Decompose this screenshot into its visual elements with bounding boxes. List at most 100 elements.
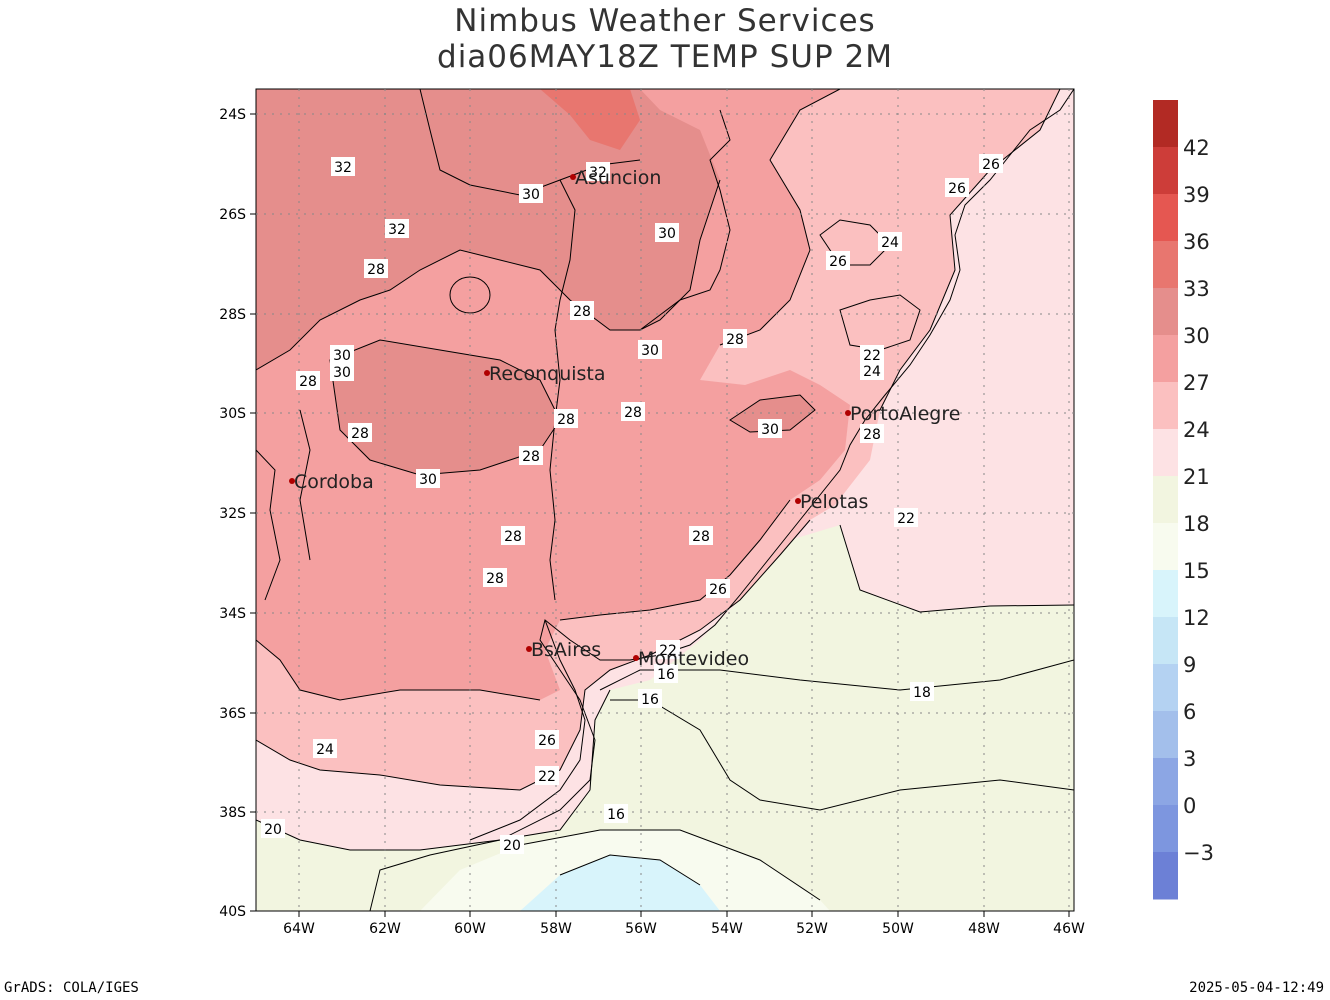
- colorbar-swatch: [1153, 241, 1178, 289]
- contour-value-label: 28: [557, 412, 575, 428]
- colorbar-swatch: [1153, 476, 1178, 524]
- contour-value-label: 26: [538, 733, 556, 749]
- lat-tick-label: 30S: [219, 406, 246, 422]
- longitude-axis: 64W 62W 60W 58W 56W 54W 52W 50W 48W 46W: [283, 911, 1085, 937]
- contour-label-bg: [416, 469, 440, 488]
- contour-value-label: 28: [863, 427, 881, 443]
- colorbar-swatch: [1153, 758, 1178, 806]
- contour-label-bg: [570, 301, 594, 320]
- colorbar-label: 18: [1183, 512, 1210, 536]
- lon-tick-label: 64W: [283, 921, 315, 937]
- contour-value-label: 28: [726, 332, 744, 348]
- contour-value-label: 28: [367, 262, 385, 278]
- contour-value-label: 28: [351, 426, 369, 442]
- contour-value-label: 22: [659, 643, 677, 659]
- colorbar-swatch: [1153, 194, 1178, 242]
- contour-label-bg: [604, 804, 628, 823]
- contour-value-label: 20: [503, 838, 521, 854]
- contour-label-bg: [979, 154, 1003, 173]
- colorbar-swatch: [1153, 852, 1178, 900]
- contour-label-bg: [330, 362, 354, 381]
- city-layer: Asuncion Reconquista PortoAlegre Cordoba Pel…: [289, 167, 960, 670]
- colorbar-swatch: [1153, 429, 1178, 477]
- colorbar-label: 27: [1183, 371, 1210, 395]
- contour-value-label: 30: [522, 187, 540, 203]
- lon-tick-label: 56W: [625, 921, 657, 937]
- city-name-label: PortoAlegre: [850, 403, 960, 425]
- contour-label-bg: [364, 259, 388, 278]
- lon-tick-label: 50W: [882, 921, 914, 937]
- contour-label-bg: [331, 157, 355, 176]
- map-subtitle: dia06MAY18Z TEMP SUP 2M: [437, 39, 893, 75]
- contour-label-bg: [723, 329, 747, 348]
- lat-tick-label: 34S: [219, 606, 246, 622]
- colorbar-swatch: [1153, 664, 1178, 712]
- colorbar-swatch: [1153, 711, 1178, 759]
- contour-label-bg: [638, 340, 662, 359]
- contour-label-bg: [878, 232, 902, 251]
- contour-label-bg: [500, 835, 524, 854]
- contour-value-label: 30: [419, 472, 437, 488]
- colorbar-label: 42: [1183, 136, 1210, 160]
- colorbar-swatch: [1153, 570, 1178, 618]
- contour-label-bg: [860, 345, 884, 364]
- map-frame: [255, 88, 1075, 912]
- city-marker: [795, 498, 801, 504]
- colorbar-label: 3: [1183, 747, 1196, 771]
- city-name-label: Reconquista: [489, 363, 606, 385]
- colorbar-swatch: [1153, 147, 1178, 195]
- map-title: Nimbus Weather Services: [454, 3, 876, 39]
- contour-label-bg: [586, 162, 610, 181]
- lat-tick-label: 38S: [219, 805, 246, 821]
- contour-value-label: 24: [881, 235, 899, 251]
- lon-tick-label: 48W: [968, 921, 1000, 937]
- colorbar-label: −3: [1183, 841, 1214, 865]
- contour-value-label: 30: [333, 348, 351, 364]
- contour-value-label: 28: [522, 449, 540, 465]
- colorbar-swatch: [1153, 335, 1178, 383]
- contour-value-label: 28: [486, 571, 504, 587]
- colorbar-label: 9: [1183, 653, 1196, 677]
- colorbar-swatch: [1153, 100, 1178, 148]
- contour-label-bg: [860, 424, 884, 443]
- contour-label-bg: [706, 579, 730, 598]
- contour-value-label: 28: [624, 405, 642, 421]
- software-credit: GrADS: COLA/IGES: [4, 980, 139, 996]
- contour-label-bg: [330, 345, 354, 364]
- contour-label-bg: [894, 508, 918, 527]
- temp-band-12-15: [520, 855, 720, 911]
- coastline: [369, 89, 1074, 911]
- temp-band-30-33: [730, 395, 815, 432]
- city-name-label: Cordoba: [294, 471, 374, 493]
- latitude-axis: 24S 26S 28S 30S 32S 34S 36S 38S 40S: [219, 107, 256, 920]
- colorbar-swatch: [1153, 382, 1178, 430]
- city-name-label: Montevideo: [638, 648, 749, 670]
- contour-value-label: 30: [641, 343, 659, 359]
- contour-label-bg: [758, 419, 782, 438]
- lon-tick-label: 52W: [796, 921, 828, 937]
- contour-value-label: 28: [299, 374, 317, 390]
- contour-label-bg: [296, 371, 320, 390]
- contour-label-bg: [654, 664, 678, 683]
- contour-label-bg: [910, 682, 934, 701]
- contour-label-bg: [483, 568, 507, 587]
- contour-value-label: 26: [829, 254, 847, 270]
- colorbar-label: 0: [1183, 794, 1196, 818]
- lon-tick-label: 60W: [454, 921, 486, 937]
- contour-value-label: 26: [709, 582, 727, 598]
- contour-value-label: 28: [504, 529, 522, 545]
- contour-value-label: 16: [641, 692, 659, 708]
- contour-label-bg: [535, 730, 559, 749]
- lat-tick-label: 40S: [219, 904, 246, 920]
- lon-tick-label: 46W: [1053, 921, 1085, 937]
- isotherm-lines: [256, 89, 1074, 901]
- contour-label-bg: [348, 423, 372, 442]
- contour-value-label: 28: [692, 529, 710, 545]
- contour-value-label: 22: [863, 348, 881, 364]
- colorbar-label: 33: [1183, 277, 1210, 301]
- city-name-label: BsAires: [531, 639, 601, 661]
- contour-value-label: 32: [589, 165, 607, 181]
- contour-label-bg: [638, 689, 662, 708]
